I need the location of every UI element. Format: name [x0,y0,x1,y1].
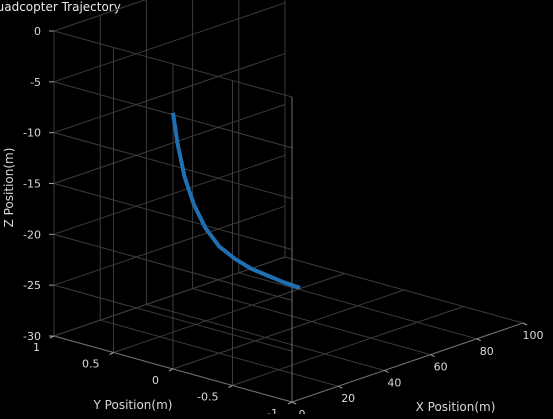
grid-line [53,2,286,83]
grid-line [53,30,293,98]
z-tick-label: -25 [23,279,41,292]
x-tick-mark [291,401,297,405]
y-tick-label: 0.5 [82,358,100,371]
grid-line [53,284,293,352]
trajectory-line [171,112,301,290]
x-tick-mark [476,338,482,342]
grid-line [53,53,286,134]
x-axis-label: X Position(m) [416,400,496,414]
axes-box [53,97,524,403]
x-tick-mark [430,354,435,358]
z-tick-label: -5 [30,76,41,89]
x-tick-mark [384,369,389,373]
grid-line [53,154,286,235]
y-tick-mark [228,385,233,388]
grid-line [232,306,464,386]
y-tick-label: 1 [33,341,40,354]
z-tick-label: -15 [23,178,41,191]
grid-line [53,256,286,337]
y-tick-mark [287,401,293,405]
y-axis-label: Y Position(m) [93,398,173,412]
x-tick-label: 0 [299,408,306,414]
y-tick-label: -1 [267,407,278,414]
x-axis-line [291,322,524,403]
grid-line [113,273,345,353]
x-tick-mark [522,322,528,326]
z-tick-label: -30 [23,330,41,343]
tick-labels: 02040608010010.50-0.5-10-5-10-15-20-25-3… [23,25,544,419]
z-tick-label: -20 [23,228,41,241]
grid-line [53,104,286,184]
x-tick-mark [337,385,343,389]
y-tick-label: -0.5 [197,391,218,404]
grid-line [53,0,147,32]
grid-line [172,289,405,370]
series-layer [171,112,301,290]
z-axis-label: Z Position(m) [2,148,16,228]
x-tick-label: 40 [387,376,401,389]
chart-title: Quadcopter Trajectory [0,0,121,14]
grid-line [53,132,293,200]
x-tick-label: 60 [434,361,448,374]
y-tick-label: 0 [152,374,159,387]
z-tick-label: -10 [23,127,41,140]
grid-line [53,233,293,301]
x-tick-label: 80 [480,345,494,358]
y-tick-mark [109,352,114,355]
z-tick-label: 0 [34,25,41,38]
y-tick-mark [168,368,174,372]
grid-line [53,183,293,250]
x-tick-label: 100 [523,329,544,342]
grid-layer [53,0,524,403]
grid-line [53,205,286,286]
x-tick-label: 20 [341,392,355,405]
